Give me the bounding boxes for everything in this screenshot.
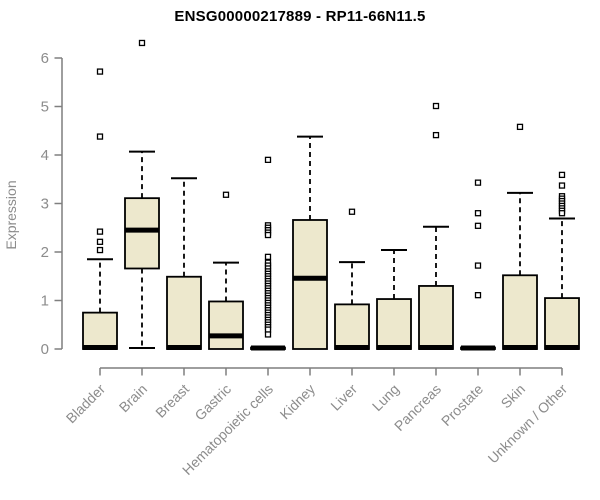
box-body bbox=[292, 219, 328, 350]
y-tick-label: 6 bbox=[41, 50, 49, 67]
outlier-point bbox=[558, 210, 566, 217]
box-hematopoietic-cells bbox=[250, 156, 286, 351]
outlier-point bbox=[474, 222, 482, 229]
x-tick-label-prostate: Prostate bbox=[438, 381, 486, 429]
box-liver bbox=[334, 208, 370, 351]
box-unknown-other bbox=[544, 171, 580, 351]
x-tick-label-lung: Lung bbox=[369, 381, 402, 414]
x-tick-label-bladder: Bladder bbox=[63, 381, 109, 427]
y-tick-label: 5 bbox=[41, 99, 49, 116]
outlier-point bbox=[96, 133, 104, 140]
box-prostate bbox=[460, 179, 496, 351]
outlier-point bbox=[474, 262, 482, 269]
box-body bbox=[82, 311, 118, 350]
y-tick-label: 3 bbox=[41, 196, 49, 213]
box-body bbox=[502, 274, 538, 350]
outlier-point bbox=[348, 208, 356, 215]
outlier-point bbox=[222, 191, 230, 198]
box-body bbox=[376, 298, 412, 350]
outlier-point bbox=[474, 292, 482, 299]
box-body bbox=[418, 285, 454, 350]
x-tick-label-liver: Liver bbox=[327, 381, 360, 414]
y-axis: 0 1 2 3 4 5 6 bbox=[41, 50, 63, 358]
box-bladder bbox=[82, 68, 118, 351]
outlier-point bbox=[264, 331, 272, 338]
box-body bbox=[544, 297, 580, 350]
outlier-point bbox=[264, 156, 272, 164]
box-body bbox=[166, 275, 202, 350]
x-tick-label-pancreas: Pancreas bbox=[391, 381, 444, 434]
box-body bbox=[124, 197, 160, 270]
box-gastric bbox=[208, 191, 244, 350]
outlier-point bbox=[432, 131, 440, 139]
box-kidney bbox=[292, 135, 328, 350]
box-pancreas bbox=[418, 102, 454, 351]
x-tick-label-breast: Breast bbox=[152, 381, 192, 421]
y-tick-label: 0 bbox=[41, 341, 49, 358]
outlier-point bbox=[558, 171, 566, 179]
box-lung bbox=[376, 249, 412, 351]
outlier-point bbox=[558, 182, 566, 189]
outlier-point bbox=[474, 179, 482, 186]
box-brain bbox=[124, 39, 160, 350]
outlier-point bbox=[96, 228, 104, 235]
outlier-point bbox=[474, 210, 482, 217]
outlier-point bbox=[96, 246, 104, 254]
outlier-point bbox=[96, 238, 104, 245]
x-tick-label-skin: Skin bbox=[498, 381, 529, 412]
box-skin bbox=[502, 123, 538, 351]
outlier-point bbox=[96, 68, 104, 75]
x-tick-label-kidney: Kidney bbox=[277, 381, 319, 423]
y-tick-label: 1 bbox=[41, 293, 49, 310]
box-body bbox=[208, 300, 244, 350]
chart-title: ENSG00000217889 - RP11-66N11.5 bbox=[174, 8, 426, 25]
box-breast bbox=[166, 177, 202, 351]
y-tick-label: 2 bbox=[41, 244, 49, 261]
x-tick-label-unknown-other: Unknown / Other bbox=[485, 381, 571, 467]
outlier-point bbox=[264, 231, 272, 239]
outlier-point bbox=[138, 39, 146, 47]
outlier-point bbox=[264, 253, 272, 261]
y-tick-label: 4 bbox=[41, 147, 49, 164]
box-body bbox=[334, 303, 370, 350]
outlier-point bbox=[516, 123, 524, 131]
outlier-point bbox=[432, 102, 440, 110]
x-tick-label-brain: Brain bbox=[116, 381, 150, 415]
